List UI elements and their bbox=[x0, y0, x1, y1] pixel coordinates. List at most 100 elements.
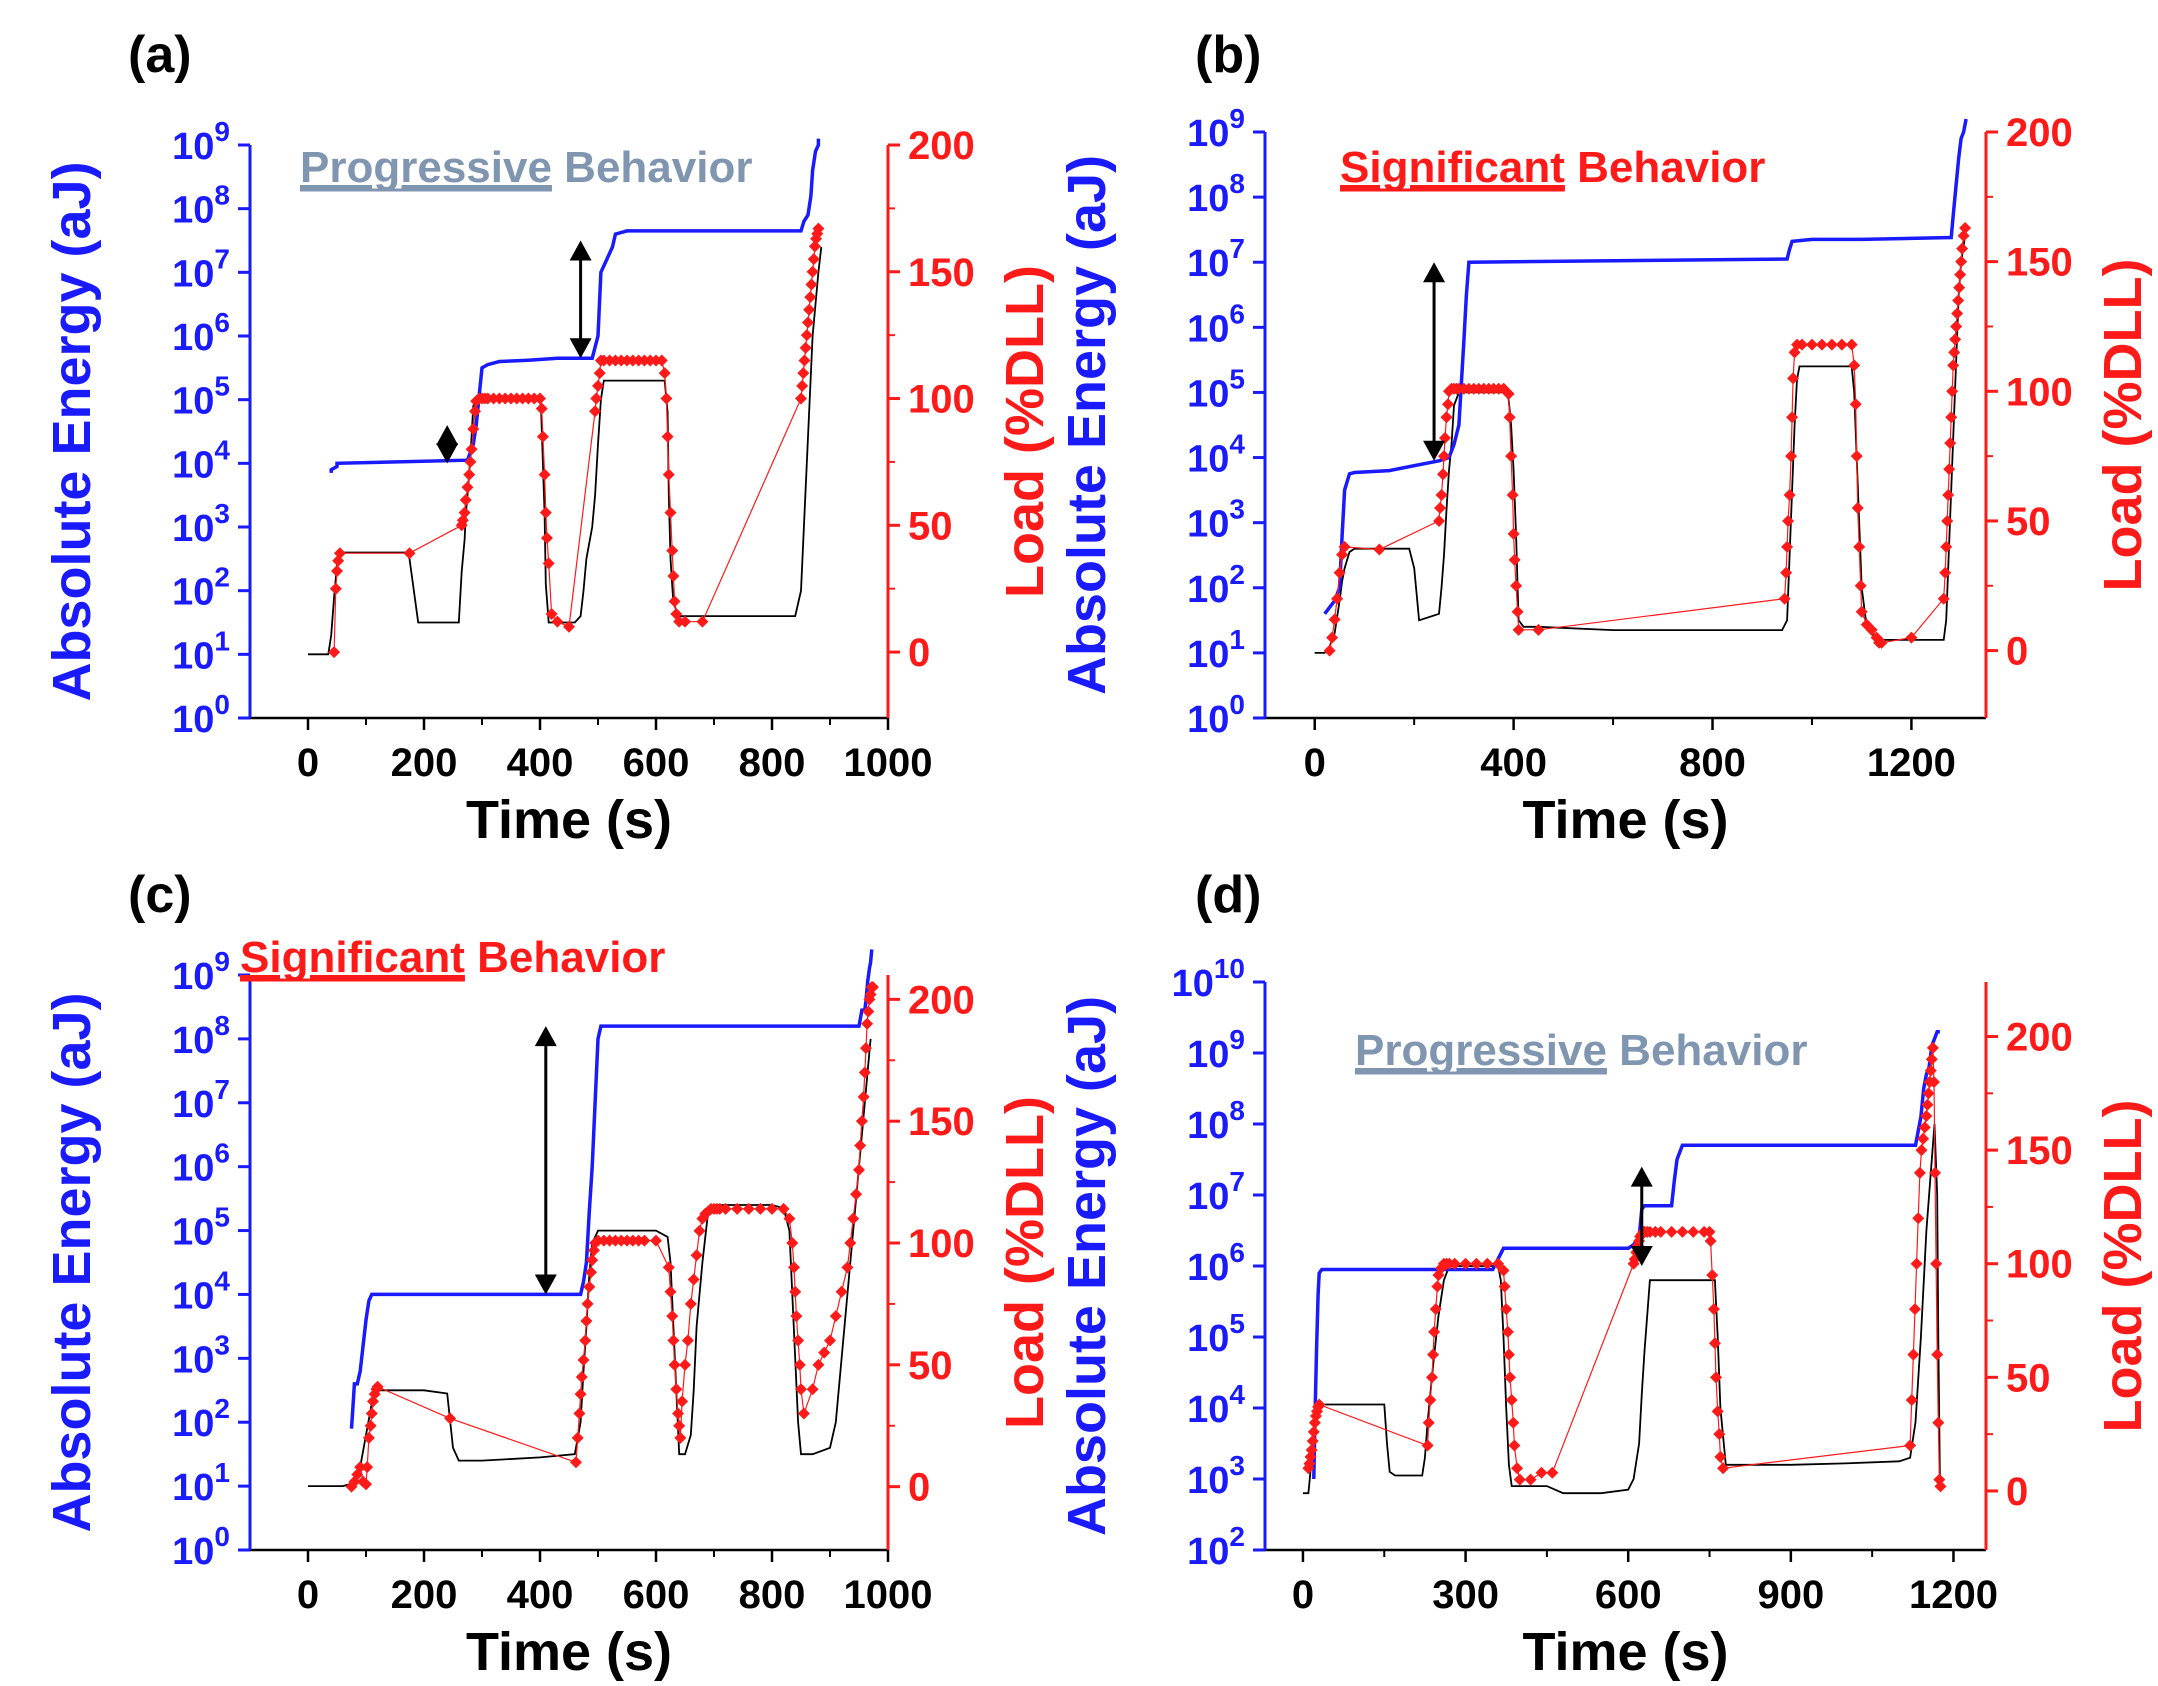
chart-panel-2: (b) 0 400 800 1200 Time (s) 100 101 102 103 104 105… bbox=[1057, 26, 2153, 850]
double-arrow bbox=[436, 425, 459, 464]
x-tick-label: 800 bbox=[1679, 741, 1746, 785]
y-left-tick-label: 102 bbox=[172, 1393, 230, 1445]
y-right-tick-label: 0 bbox=[908, 1466, 930, 1510]
y-right-tick-label: 50 bbox=[2006, 1356, 2051, 1400]
y-left-tick-label: 104 bbox=[172, 1265, 230, 1317]
panel-label: (d) bbox=[1195, 866, 1261, 924]
x-tick-label: 800 bbox=[739, 1573, 806, 1617]
arrow-head-up bbox=[534, 1026, 557, 1047]
y-right-tick-label: 150 bbox=[908, 1100, 975, 1144]
load-point bbox=[812, 222, 825, 235]
x-tick-label: 400 bbox=[1480, 741, 1547, 785]
energy-series-line bbox=[329, 138, 821, 473]
y-right-tick-label: 200 bbox=[2006, 111, 2073, 155]
x-axis-title: Time (s) bbox=[466, 790, 672, 850]
y-left-tick-label: 108 bbox=[1187, 1095, 1245, 1147]
x-tick-label: 400 bbox=[507, 741, 574, 785]
load-point bbox=[866, 981, 879, 994]
y-right-axis-title: Load (%DLL) bbox=[995, 1096, 1055, 1429]
y-left-tick-label: 103 bbox=[172, 498, 230, 550]
y-right-tick-label: 100 bbox=[908, 1222, 975, 1266]
arrow-head-up bbox=[1423, 262, 1446, 283]
arrow-head-up bbox=[569, 240, 592, 261]
y-right-tick-label: 50 bbox=[908, 1344, 953, 1388]
y-left-tick-label: 107 bbox=[172, 243, 230, 295]
y-left-tick-label: 105 bbox=[172, 1202, 230, 1254]
y-left-tick-label: 109 bbox=[172, 116, 230, 168]
load-series bbox=[1323, 221, 1972, 657]
rise-series-line bbox=[1302, 1123, 1941, 1495]
y-right-tick-label: 100 bbox=[2006, 1243, 2073, 1287]
y-left-axis-title: Absolute Energy (aJ) bbox=[42, 161, 102, 701]
y-left-axis-title: Absolute Energy (aJ) bbox=[1057, 996, 1117, 1536]
y-right-tick-label: 0 bbox=[2006, 630, 2028, 674]
y-left-tick-label: 104 bbox=[172, 434, 230, 486]
x-tick-label: 1200 bbox=[1867, 741, 1956, 785]
y-left-tick-label: 102 bbox=[172, 562, 230, 614]
y-left-tick-label: 105 bbox=[172, 371, 230, 423]
behavior-annotation: Progressive Behavior bbox=[1355, 1026, 1807, 1075]
double-arrow bbox=[569, 240, 592, 359]
y-left-tick-label: 101 bbox=[1187, 624, 1245, 676]
load-series-line bbox=[333, 228, 819, 653]
x-tick-label: 1000 bbox=[844, 1573, 933, 1617]
y-left-tick-label: 101 bbox=[172, 1457, 230, 1509]
behavior-annotation: Significant Behavior bbox=[240, 933, 665, 982]
double-arrow bbox=[534, 1026, 557, 1295]
x-tick-label: 400 bbox=[507, 1573, 574, 1617]
y-right-axis-title: Load (%DLL) bbox=[2093, 259, 2153, 592]
energy-series-line bbox=[1323, 118, 1968, 615]
panel-label: (a) bbox=[128, 26, 192, 84]
y-right-axis-title: Load (%DLL) bbox=[995, 265, 1055, 598]
load-series bbox=[328, 222, 825, 659]
x-tick-label: 1200 bbox=[1909, 1573, 1998, 1617]
energy-series-line bbox=[349, 949, 874, 1429]
y-left-tick-label: 100 bbox=[1187, 689, 1245, 741]
behavior-annotation: Progressive Behavior bbox=[300, 143, 752, 192]
y-right-tick-label: 200 bbox=[2006, 1016, 2073, 1060]
y-left-tick-label: 103 bbox=[1187, 494, 1245, 546]
y-left-tick-label: 103 bbox=[1187, 1450, 1245, 1502]
y-left-tick-label: 107 bbox=[172, 1074, 230, 1126]
y-left-tick-label: 109 bbox=[1187, 1024, 1245, 1076]
load-series-line bbox=[1307, 1047, 1942, 1487]
x-tick-label: 200 bbox=[391, 1573, 458, 1617]
y-left-tick-label: 102 bbox=[1187, 559, 1245, 611]
y-left-tick-label: 105 bbox=[1187, 1308, 1245, 1360]
y-right-axis-title: Load (%DLL) bbox=[2093, 1100, 2153, 1433]
y-left-tick-label: 107 bbox=[1187, 1166, 1245, 1218]
y-left-tick-label: 106 bbox=[172, 307, 230, 359]
y-right-tick-label: 50 bbox=[908, 504, 953, 548]
y-left-axis-title: Absolute Energy (aJ) bbox=[1057, 155, 1117, 695]
y-left-axis-title: Absolute Energy (aJ) bbox=[42, 992, 102, 1532]
y-left-tick-label: 100 bbox=[172, 1521, 230, 1573]
x-tick-label: 0 bbox=[1292, 1573, 1314, 1617]
rise-series-line bbox=[308, 246, 823, 656]
x-tick-label: 600 bbox=[623, 741, 690, 785]
y-left-tick-label: 1010 bbox=[1172, 953, 1245, 1005]
x-tick-label: 600 bbox=[1595, 1573, 1662, 1617]
x-tick-label: 0 bbox=[297, 741, 319, 785]
rise-series-line bbox=[1314, 229, 1967, 654]
y-right-tick-label: 0 bbox=[2006, 1470, 2028, 1514]
y-right-tick-label: 200 bbox=[908, 124, 975, 168]
load-series-line bbox=[1329, 227, 1966, 651]
y-right-tick-label: 150 bbox=[908, 251, 975, 295]
x-tick-label: 0 bbox=[1304, 741, 1326, 785]
chart-panel-4: (d) 0 300 600 900 1200 Time (s) 102 103 104 105 106… bbox=[1057, 866, 2153, 1682]
arrow-head-up bbox=[436, 425, 459, 446]
x-tick-label: 300 bbox=[1432, 1573, 1499, 1617]
load-series-line bbox=[350, 986, 873, 1488]
y-left-tick-label: 107 bbox=[1187, 233, 1245, 285]
arrow-head-down bbox=[534, 1274, 557, 1295]
y-right-tick-label: 150 bbox=[2006, 241, 2073, 285]
y-left-tick-label: 106 bbox=[172, 1138, 230, 1190]
y-left-tick-label: 101 bbox=[172, 625, 230, 677]
y-left-tick-label: 106 bbox=[1187, 298, 1245, 350]
y-right-tick-label: 200 bbox=[908, 978, 975, 1022]
y-right-tick-label: 0 bbox=[908, 631, 930, 675]
x-tick-label: 0 bbox=[297, 1573, 319, 1617]
arrow-head-down bbox=[1630, 1246, 1653, 1266]
